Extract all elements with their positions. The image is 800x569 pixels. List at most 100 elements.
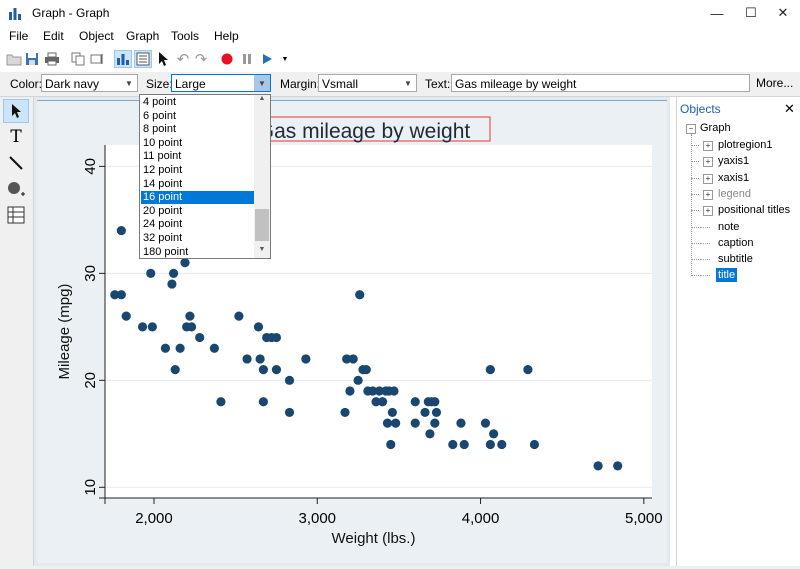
close-icon[interactable]: ✕	[784, 101, 795, 116]
data-point[interactable]	[410, 397, 420, 407]
data-point[interactable]	[377, 397, 388, 407]
data-point[interactable]	[386, 439, 396, 450]
size-option[interactable]: 24 point	[143, 218, 183, 231]
data-point[interactable]	[234, 311, 244, 321]
data-point[interactable]	[593, 461, 603, 471]
data-point[interactable]	[175, 343, 185, 353]
data-point[interactable]	[186, 322, 197, 332]
copy-icon[interactable]	[69, 50, 87, 68]
data-point[interactable]	[180, 258, 190, 268]
size-option[interactable]: 11 point	[143, 150, 182, 163]
data-point[interactable]	[497, 439, 507, 450]
graph-editor-icon[interactable]	[114, 50, 132, 68]
data-point[interactable]	[355, 290, 365, 300]
size-option[interactable]: 10 point	[143, 136, 183, 149]
collapse-icon[interactable]: −	[686, 124, 696, 134]
data-point[interactable]	[613, 461, 623, 471]
line-tool-icon[interactable]	[3, 151, 29, 175]
data-point[interactable]	[448, 439, 458, 450]
pointer-mode-icon[interactable]	[154, 50, 172, 68]
data-point[interactable]	[185, 311, 195, 321]
data-point[interactable]	[284, 375, 295, 385]
data-point[interactable]	[430, 418, 440, 428]
data-point[interactable]	[242, 354, 252, 364]
data-point[interactable]	[342, 354, 352, 364]
data-point[interactable]	[160, 343, 171, 353]
tree-item-caption[interactable]: caption	[718, 236, 754, 249]
data-point[interactable]	[110, 290, 120, 300]
data-point[interactable]	[146, 268, 156, 278]
size-option[interactable]: 4 point	[143, 96, 177, 108]
open-icon[interactable]	[5, 50, 23, 68]
grid-tool-icon[interactable]	[3, 203, 29, 227]
chart-title[interactable]: Gas mileage by weight	[258, 120, 471, 143]
size-option[interactable]: 8 point	[143, 123, 177, 136]
tree-item-xaxis1[interactable]: xaxis1	[718, 171, 750, 184]
play-dropdown-icon[interactable]: ▼	[281, 55, 289, 63]
data-point[interactable]	[410, 418, 420, 428]
data-point[interactable]	[116, 290, 126, 300]
expand-icon[interactable]: +	[703, 173, 713, 184]
play-icon[interactable]	[258, 50, 276, 68]
data-point[interactable]	[345, 386, 355, 396]
data-point[interactable]	[147, 322, 157, 332]
menu-file[interactable]: File	[9, 29, 29, 43]
save-icon[interactable]	[23, 50, 41, 68]
size-dropdown-list[interactable]: 4 point 6 point 8 point 10 point 11 point 12 …	[139, 94, 271, 259]
data-point[interactable]	[116, 225, 126, 236]
color-select[interactable]: Dark navy ▼	[41, 74, 138, 92]
data-point[interactable]	[420, 407, 430, 418]
tree-item-yaxis1[interactable]: yaxis1	[718, 155, 750, 168]
print-icon[interactable]	[43, 50, 61, 68]
minimize-button[interactable]: —	[710, 5, 724, 21]
size-select[interactable]: Large ▼	[171, 74, 271, 92]
expand-icon[interactable]: +	[703, 157, 713, 168]
data-point[interactable]	[371, 397, 381, 407]
menu-edit[interactable]: Edit	[43, 29, 64, 43]
close-button[interactable]: ✕	[777, 5, 789, 20]
data-point[interactable]	[258, 365, 268, 375]
data-point[interactable]	[340, 407, 350, 418]
data-point[interactable]	[489, 429, 499, 439]
scroll-down-icon[interactable]: ▼	[258, 246, 266, 253]
data-point[interactable]	[480, 418, 491, 428]
expand-icon[interactable]: +	[703, 141, 713, 151]
axes[interactable]: 10 20 30 40 2,000 3,000 4,000 5,000	[82, 145, 663, 527]
data-point[interactable]	[195, 332, 205, 343]
tree-item-positional-titles[interactable]: positional titles	[718, 204, 791, 217]
data-point[interactable]	[170, 365, 180, 375]
data-point[interactable]	[361, 365, 371, 375]
data-point[interactable]	[374, 386, 384, 396]
tree-root-graph[interactable]: Graph	[700, 122, 731, 134]
size-option[interactable]: 16 point	[141, 191, 255, 205]
marker-tool-icon[interactable]	[3, 177, 29, 201]
data-point[interactable]	[271, 332, 282, 343]
maximize-button[interactable]: ☐	[745, 5, 757, 20]
scrollbar-thumb[interactable]	[255, 209, 269, 241]
tree-item-note[interactable]: note	[718, 220, 740, 233]
size-option[interactable]: 12 point	[143, 164, 183, 176]
expand-icon[interactable]: +	[703, 206, 713, 217]
data-point[interactable]	[255, 354, 265, 364]
data-point[interactable]	[216, 397, 226, 407]
text-input[interactable]: Gas mileage by weight	[451, 74, 750, 92]
data-point[interactable]	[485, 365, 495, 375]
data-point[interactable]	[529, 439, 540, 450]
data-point[interactable]	[168, 268, 179, 278]
rename-icon[interactable]	[89, 50, 107, 68]
data-points[interactable]	[110, 225, 623, 471]
menu-graph[interactable]: Graph	[126, 29, 160, 43]
data-point[interactable]	[382, 418, 393, 428]
data-point[interactable]	[258, 397, 268, 407]
object-browser-icon[interactable]	[134, 50, 152, 68]
data-point[interactable]	[387, 407, 397, 418]
data-point[interactable]	[121, 311, 131, 321]
size-option[interactable]: 180 point	[143, 245, 189, 258]
tree-item-legend[interactable]: legend	[718, 187, 752, 200]
data-point[interactable]	[368, 386, 378, 396]
tree-item-subtitle[interactable]: subtitle	[718, 253, 753, 266]
record-icon[interactable]	[218, 50, 236, 68]
data-point[interactable]	[137, 322, 148, 332]
data-point[interactable]	[253, 322, 264, 332]
pointer-tool-icon[interactable]	[3, 99, 29, 123]
